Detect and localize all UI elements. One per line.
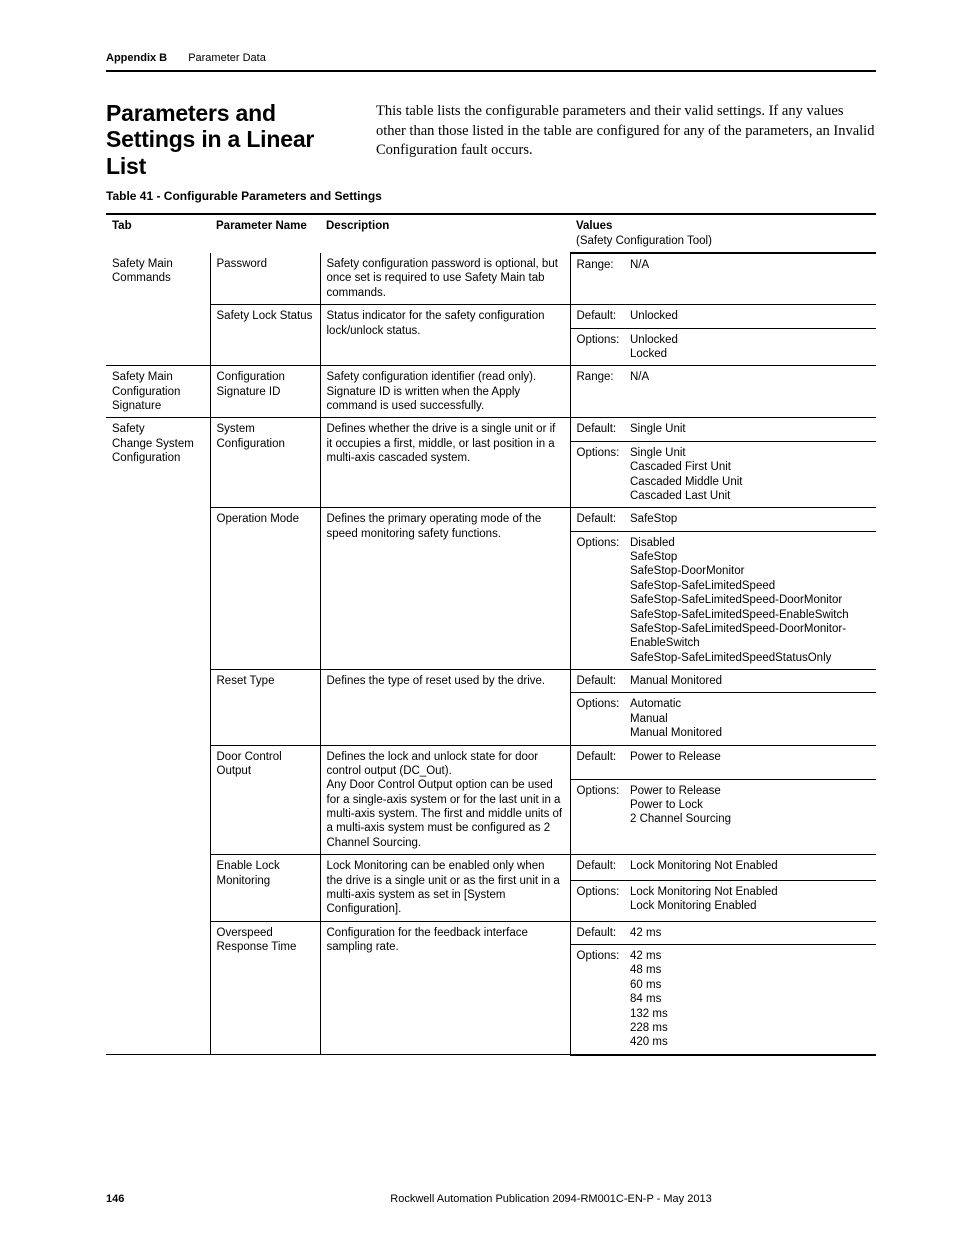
cell-value: Single UnitCascaded First UnitCascaded M…: [624, 441, 876, 508]
cell-value-key: Default:: [570, 745, 624, 779]
table-row: Operation ModeDefines the primary operat…: [106, 508, 876, 531]
cell-value-key: Default:: [570, 855, 624, 880]
cell-value: Lock Monitoring Not Enabled: [624, 855, 876, 880]
cell-value: N/A: [624, 253, 876, 305]
cell-description: Safety configuration password is optiona…: [320, 253, 570, 305]
table-row: Safety MainConfigurationSignatureConfigu…: [106, 366, 876, 418]
table-row: Enable Lock MonitoringLock Monitoring ca…: [106, 855, 876, 880]
cell-value: SafeStop: [624, 508, 876, 531]
cell-value-key: Default:: [570, 921, 624, 944]
cell-value-key: Options:: [570, 945, 624, 1055]
cell-value: 42 ms: [624, 921, 876, 944]
cell-value-key: Default:: [570, 508, 624, 531]
table-row: Safety MainCommandsPasswordSafety config…: [106, 253, 876, 305]
cell-parameter-name: Overspeed Response Time: [210, 921, 320, 1055]
cell-value: 42 ms48 ms60 ms84 ms132 ms228 ms420 ms: [624, 945, 876, 1055]
cell-description: Defines the primary operating mode of th…: [320, 508, 570, 670]
cell-parameter-name: Operation Mode: [210, 508, 320, 670]
col-values-sub: (Safety Configuration Tool): [570, 234, 876, 253]
table-row: SafetyChange SystemConfigurationSystem C…: [106, 418, 876, 441]
cell-value-key: Default:: [570, 418, 624, 441]
intro-text: This table lists the configurable parame…: [376, 100, 876, 179]
cell-parameter-name: Configuration Signature ID: [210, 366, 320, 418]
cell-value-key: Options:: [570, 880, 624, 921]
table-row: Overspeed Response TimeConfiguration for…: [106, 921, 876, 944]
table-row: Door Control OutputDefines the lock and …: [106, 745, 876, 779]
cell-tab: SafetyChange SystemConfiguration: [106, 418, 210, 1055]
cell-value-key: Default:: [570, 670, 624, 693]
table-row: Safety Lock StatusStatus indicator for t…: [106, 305, 876, 328]
cell-parameter-name: System Configuration: [210, 418, 320, 508]
cell-description: Lock Monitoring can be enabled only when…: [320, 855, 570, 922]
cell-value: Power to ReleasePower to Lock2 Channel S…: [624, 779, 876, 855]
appendix-label: Appendix B: [106, 52, 167, 64]
publication: Rockwell Automation Publication 2094-RM0…: [286, 1193, 816, 1205]
col-values: Values: [570, 214, 876, 233]
cell-value-key: Options:: [570, 779, 624, 855]
cell-tab: Safety MainCommands: [106, 253, 210, 366]
cell-value-key: Range:: [570, 366, 624, 418]
cell-parameter-name: Enable Lock Monitoring: [210, 855, 320, 922]
cell-value: DisabledSafeStopSafeStop-DoorMonitorSafe…: [624, 531, 876, 669]
cell-description: Configuration for the feedback interface…: [320, 921, 570, 1055]
cell-value: AutomaticManualManual Monitored: [624, 693, 876, 745]
col-name: Parameter Name: [210, 214, 320, 253]
cell-description: Status indicator for the safety configur…: [320, 305, 570, 366]
table-caption: Table 41 - Configurable Parameters and S…: [106, 189, 876, 203]
cell-parameter-name: Safety Lock Status: [210, 305, 320, 366]
cell-description: Safety configuration identifier (read on…: [320, 366, 570, 418]
cell-value: N/A: [624, 366, 876, 418]
table-row: Reset TypeDefines the type of reset used…: [106, 670, 876, 693]
cell-value-key: Options:: [570, 441, 624, 508]
cell-parameter-name: Door Control Output: [210, 745, 320, 855]
cell-description: Defines the lock and unlock state for do…: [320, 745, 570, 855]
cell-value: Manual Monitored: [624, 670, 876, 693]
col-desc: Description: [320, 214, 570, 253]
cell-value-key: Options:: [570, 531, 624, 669]
cell-description: Defines whether the drive is a single un…: [320, 418, 570, 508]
cell-value: Single Unit: [624, 418, 876, 441]
cell-value: UnlockedLocked: [624, 328, 876, 366]
cell-value-key: Range:: [570, 253, 624, 305]
cell-description: Defines the type of reset used by the dr…: [320, 670, 570, 746]
cell-value-key: Default:: [570, 305, 624, 328]
parameters-table: Tab Parameter Name Description Values (S…: [106, 213, 876, 1055]
cell-value: Power to Release: [624, 745, 876, 779]
cell-value: Lock Monitoring Not EnabledLock Monitori…: [624, 880, 876, 921]
col-tab: Tab: [106, 214, 210, 253]
header-rule: [106, 70, 876, 72]
cell-tab: Safety MainConfigurationSignature: [106, 366, 210, 418]
section-title: Parameters and Settings in a Linear List: [106, 100, 344, 179]
cell-value-key: Options:: [570, 693, 624, 745]
intro-row: Parameters and Settings in a Linear List…: [106, 100, 876, 179]
page-footer: 146 Rockwell Automation Publication 2094…: [106, 1193, 876, 1205]
cell-value-key: Options:: [570, 328, 624, 366]
page-number: 146: [106, 1193, 286, 1205]
cell-value: Unlocked: [624, 305, 876, 328]
running-header: Appendix B Parameter Data: [106, 52, 876, 64]
chapter-label: Parameter Data: [188, 52, 266, 64]
cell-parameter-name: Password: [210, 253, 320, 305]
cell-parameter-name: Reset Type: [210, 670, 320, 746]
